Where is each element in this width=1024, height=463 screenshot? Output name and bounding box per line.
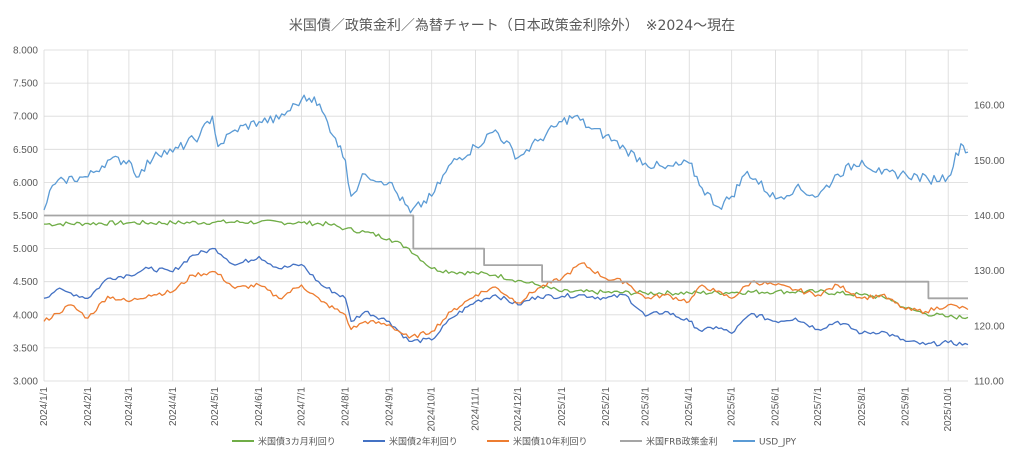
x-tick-label: 2024/5/1 [210,387,221,426]
x-tick-label: 2025/9/1 [901,387,912,426]
legend-entry-label: USD_JPY [759,438,797,448]
chart-title: 米国債／政策金利／為替チャート（日本政策金利除外） ※2024～現在 [289,17,735,34]
x-tick-label: 2025/8/1 [857,387,868,426]
y-right-tick-label: 120.00 [974,321,1005,332]
x-tick-label: 2025/6/1 [771,387,782,426]
y-left-tick-label: 5.000 [13,244,38,255]
y-left-tick-label: 7.500 [13,79,38,90]
x-tick-label: 2024/4/1 [168,387,179,426]
y-right-tick-label: 150.00 [974,156,1005,167]
legend-entry-label: 米国債2年利回り [389,436,458,448]
x-tick-label: 2025/7/1 [813,387,824,426]
legend-entry-label: 米国FRB政策金利 [646,436,718,448]
y-right-tick-label: 110.00 [974,377,1004,388]
series-line [44,214,968,300]
x-tick-label: 2025/4/1 [684,387,695,426]
series-line [43,247,969,347]
y-left-tick-label: 3.000 [13,377,38,388]
y-left-tick-label: 6.000 [13,178,38,189]
x-tick-label: 2025/1/1 [557,387,568,426]
x-tick-label: 2024/12/1 [513,387,524,432]
legend: 米国債3カ月利回り 米国債2年利回り 米国債10年利回り 米国FRB政策金利 USD_J… [232,436,797,448]
series-lines [43,94,969,347]
y-left-tick-label: 7.000 [13,112,38,123]
y-right-tick-label: 160.00 [974,101,1005,112]
x-tick-label: 2024/7/1 [297,387,308,426]
legend-entry-label: 米国債3カ月利回り [258,436,336,448]
y-left-tick-label: 5.500 [13,211,38,222]
x-tick-label: 2025/5/1 [727,387,738,426]
x-tick-label: 2024/11/1 [471,387,482,431]
x-tick-label: 2024/3/1 [124,387,135,426]
x-tick-label: 2025/3/1 [640,387,651,426]
y-right-tick-label: 140.00 [974,211,1005,222]
y-right-tick-label: 130.00 [974,266,1005,277]
x-tick-label: 2025/2/1 [601,387,612,426]
y-left-tick-label: 8.000 [13,46,38,57]
y-left-tick-label: 4.500 [13,277,38,288]
y-left-tick-label: 6.500 [13,145,38,156]
x-tick-label: 2024/9/1 [384,387,395,426]
legend-entry-label: 米国債10年利回り [513,436,587,448]
series-line [43,262,969,339]
x-tick-label: 2025/10/1 [943,387,954,432]
axes: 3.000 3.500 4.000 4.500 5.000 5.500 6.000 6.500… [13,46,1005,432]
x-tick-label: 2024/8/1 [340,387,351,426]
x-tick-label: 2024/10/1 [427,387,438,432]
x-tick-label: 2024/2/1 [83,387,94,426]
y-left-tick-label: 3.500 [13,343,38,354]
series-line [44,219,969,320]
x-tick-label: 2024/6/1 [254,387,265,426]
x-tick-label: 2024/1/1 [39,387,50,426]
y-left-tick-label: 4.000 [13,310,38,321]
series-line [43,94,969,214]
